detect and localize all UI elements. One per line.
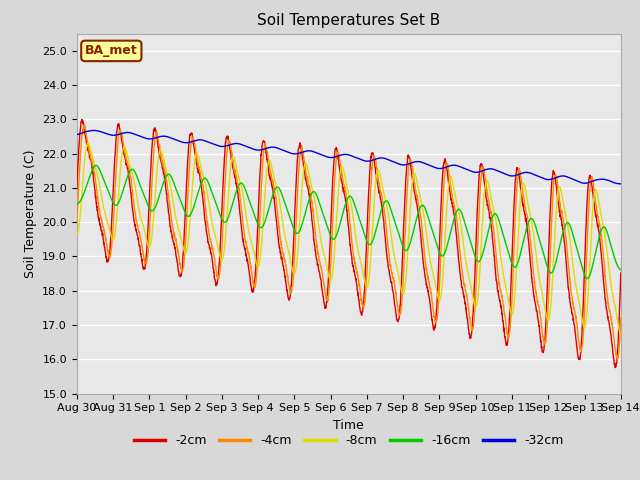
- Legend: -2cm, -4cm, -8cm, -16cm, -32cm: -2cm, -4cm, -8cm, -16cm, -32cm: [129, 429, 568, 452]
- Y-axis label: Soil Temperature (C): Soil Temperature (C): [24, 149, 36, 278]
- X-axis label: Time: Time: [333, 419, 364, 432]
- Title: Soil Temperatures Set B: Soil Temperatures Set B: [257, 13, 440, 28]
- Text: BA_met: BA_met: [85, 44, 138, 58]
